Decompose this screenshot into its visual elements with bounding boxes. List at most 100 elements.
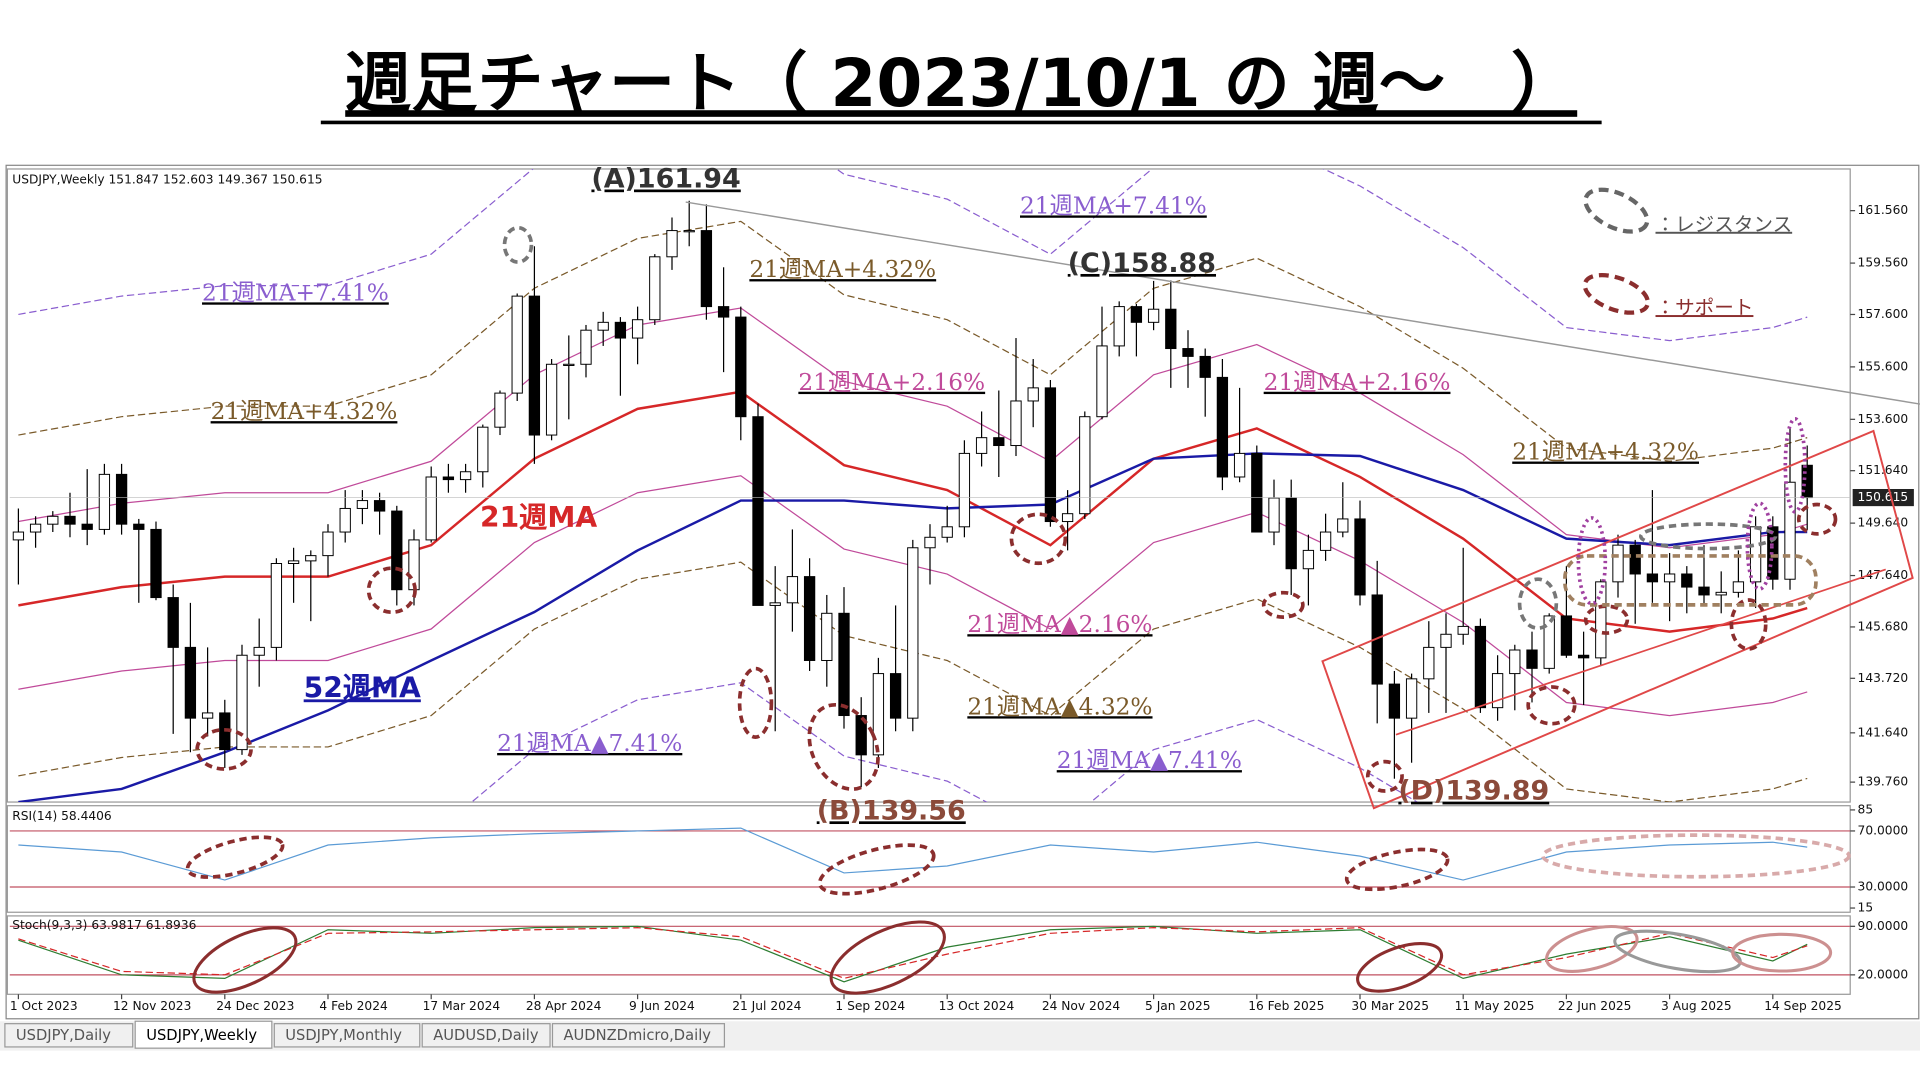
x-tick-label: 12 Nov 2023 [113,999,191,1013]
x-tick-label: 5 Jan 2025 [1145,999,1211,1013]
rsi-pane [6,805,1851,913]
legend-swatch [1583,187,1650,234]
tab[interactable] [4,1023,134,1048]
series-line [18,168,1808,342]
candle-body [270,563,283,648]
tab[interactable] [273,1023,421,1048]
ellipse [1526,685,1577,726]
candle-body [305,555,317,562]
candle-body [81,523,93,530]
y-tick-label: 90.0000 [1858,919,1909,933]
ellipse [817,843,936,896]
tab-label[interactable]: USDJPY,Monthly [285,1027,402,1044]
candle-body [1681,573,1693,588]
main-pane [6,168,1851,803]
candle-body [717,306,730,318]
tab-label[interactable]: AUDUSD,Daily [433,1027,539,1044]
candle-body [98,473,111,530]
candle-body [580,329,592,365]
y-tick-label: 159.560 [1858,256,1909,270]
candle-body [1268,497,1280,533]
legend-label: ：サポート [1656,296,1754,319]
candle-body [528,295,541,436]
candle-body [494,392,506,428]
y-tick-label: 147.640 [1858,568,1909,582]
ellipse [737,666,774,739]
candle-body [889,673,902,719]
candle-body [1130,306,1143,323]
y-tick-label: 20.0000 [1858,967,1909,981]
series-line [470,682,1419,803]
tab[interactable] [421,1023,551,1048]
tab-label[interactable]: USDJPY,Daily [16,1027,111,1044]
series-line [18,561,1808,803]
y-tick-label: 85 [1858,802,1874,816]
y-tick-label: 157.600 [1858,307,1909,321]
candle-body [872,673,885,756]
y-tick-label: 70.0000 [1858,823,1909,837]
series-line [18,827,1808,881]
x-tick-label: 30 Mar 2025 [1351,999,1429,1013]
ellipse [502,225,534,264]
candle-body [1251,452,1263,533]
x-tick-label: 24 Nov 2024 [1042,999,1121,1013]
box [1563,554,1818,607]
candle-body [752,416,764,606]
y-tick-label: 149.640 [1858,516,1909,530]
band-label: 21週MA+7.41% [202,279,389,306]
series-line [18,307,1808,549]
x-tick-label: 4 Feb 2024 [319,999,388,1013]
band-label: 21週MA+4.32% [1512,439,1699,466]
x-tick-label: 1 Sep 2024 [835,999,905,1013]
candle-body [1405,678,1418,719]
series-line [18,927,1808,980]
tab[interactable] [551,1023,726,1048]
candle-body [1543,615,1555,669]
candle-body [442,476,455,481]
price-tag-label: 150.615 [1858,490,1909,504]
band-label: 21週MA+4.32% [211,398,398,425]
band-label: 21週MA▲2.16% [967,611,1152,638]
y-tick-label: 141.640 [1858,725,1909,739]
ellipse [807,702,880,791]
candle-body [1216,376,1229,478]
y-tick-label: 155.600 [1858,359,1909,373]
candle-body [64,515,76,525]
candle-body [408,539,420,591]
x-tick-label: 9 Jun 2024 [629,999,695,1013]
candle-body [167,597,179,648]
resistance-line [685,201,1920,405]
x-tick-label: 14 Sep 2025 [1764,999,1842,1013]
ellipse [1745,501,1774,591]
ellipse [1009,512,1068,566]
ellipse [1583,604,1630,635]
legend-label: ：レジスタンス [1656,213,1793,236]
candle-body [236,654,248,751]
ellipses [185,225,1851,896]
y-tick-label: 139.760 [1858,775,1909,789]
candle-body [666,230,678,258]
candle-body [1491,673,1504,709]
series-line [18,220,1808,462]
tab-label[interactable]: AUDNZDmicro,Daily [564,1027,712,1044]
candle-body [47,515,59,525]
candle-body [1560,615,1573,656]
band-label: 21週MA+7.41% [1020,192,1207,219]
candle-body [391,510,403,591]
candle-body [1147,308,1160,323]
annotation: (B)139.56 [817,795,966,826]
candle-body [649,256,661,321]
candle-body [941,526,953,538]
tab[interactable] [134,1020,273,1049]
candle-body [1096,345,1108,418]
candle-body [803,576,816,661]
x-tick-label: 24 Dec 2023 [216,999,294,1013]
annotation: (D)139.89 [1398,776,1549,807]
x-tick-label: 17 Mar 2024 [423,999,501,1013]
candle-body [1337,518,1349,533]
channel [1321,429,1914,810]
tab-label[interactable]: USDJPY,Weekly [146,1027,257,1044]
candle-body [1319,531,1332,551]
x-tick-label: 28 Apr 2024 [526,999,602,1013]
